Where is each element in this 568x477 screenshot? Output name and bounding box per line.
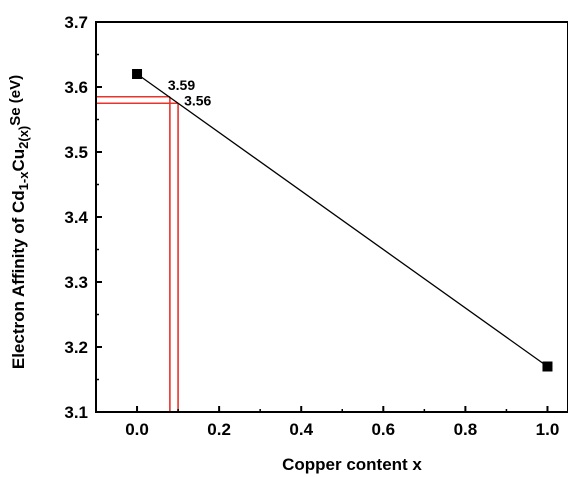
plot-frame [95,21,568,413]
y-tick-label: 3.6 [64,78,88,97]
x-tick-label: 0.2 [207,420,231,439]
y-tick-label: 3.5 [64,143,88,162]
annotation-label: 3.56 [184,92,211,108]
series-line [136,73,548,368]
y-tick-label: 3.4 [64,208,88,227]
x-axis-ticks: 0.0 0.2 0.4 0.6 0.8 1.0 [95,406,560,439]
y-tick-label: 3.3 [64,273,88,292]
y-tick-label: 3.2 [64,338,88,357]
y-axis-label: Electron Affinity of Cd1-xCu2(x)Se (eV) [7,75,31,369]
data-series [132,69,553,372]
data-point-marker [132,69,143,79]
x-tick-label: 0.8 [454,420,478,439]
data-point-marker [542,361,553,372]
x-tick-label: 0.0 [125,420,149,439]
x-tick-label: 0.6 [371,420,395,439]
y-axis-ticks: 3.1 3.2 3.3 3.4 3.5 3.6 3.7 [64,13,102,422]
x-tick-label: 0.4 [289,420,313,439]
annotation-label: 3.59 [168,77,195,93]
y-tick-label: 3.7 [64,13,88,32]
x-axis-label: Copper content x [282,455,422,474]
x-tick-label: 1.0 [536,420,560,439]
svg-text:Electron Affinity of Cd1-xCu2(: Electron Affinity of Cd1-xCu2(x)Se (eV) [7,75,31,369]
y-tick-label: 3.1 [64,403,88,422]
annotations: 3.593.56 [168,77,212,109]
reference-guides [96,95,179,412]
